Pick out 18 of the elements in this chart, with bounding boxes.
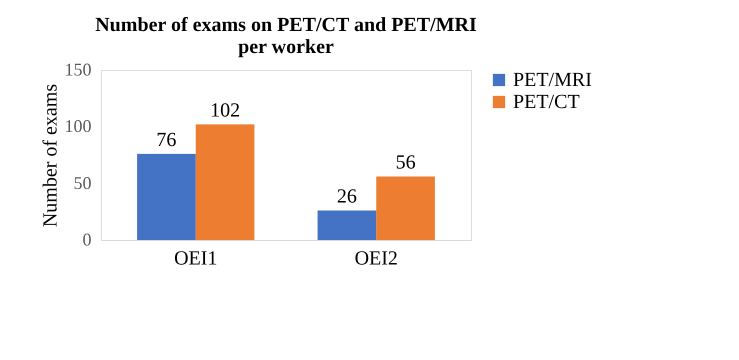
bar [196, 124, 254, 240]
legend-label: PET/CT [513, 91, 580, 113]
y-axis-title: Number of exams [40, 84, 62, 228]
y-tick-label: 100 [64, 116, 92, 136]
x-tick-label: OEI1 [174, 248, 218, 270]
data-label: 76 [156, 128, 176, 151]
chart-title: Number of exams on PET/CT and PET/MRI per worker [95, 14, 477, 58]
y-tick-label: 0 [82, 230, 92, 250]
data-label: 102 [210, 99, 240, 122]
x-tick-label: OEI2 [354, 248, 398, 270]
legend-label: PET/MRI [513, 69, 592, 91]
y-tick-label: 150 [64, 60, 92, 80]
bar [376, 176, 435, 240]
data-label: 26 [336, 186, 357, 208]
bar [318, 210, 376, 240]
data-label: 56 [396, 152, 416, 174]
y-tick-label: 50 [74, 172, 92, 193]
bar [137, 154, 196, 240]
